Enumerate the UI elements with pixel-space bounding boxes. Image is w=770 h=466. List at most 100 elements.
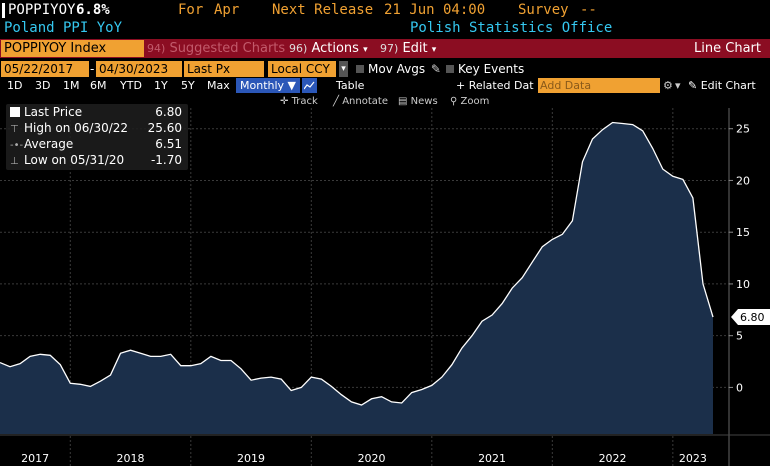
- x-tick-label: 2021: [478, 452, 506, 465]
- chart-series: [0, 121, 714, 434]
- survey-label: Survey: [518, 2, 569, 18]
- survey-value: --: [580, 2, 597, 18]
- crosshair-icon: ✛: [280, 96, 289, 107]
- y-tick-label: 15: [736, 226, 750, 239]
- suggested-charts-number: 94): [147, 42, 166, 55]
- news-icon: ▤: [398, 96, 408, 107]
- y-tick-label: 10: [736, 278, 750, 291]
- currency-select[interactable]: Local CCY: [268, 61, 336, 77]
- ticker-header: POPPIYOY 6.8% For Apr Next Release 21 Ju…: [0, 0, 770, 39]
- low-marker-icon: ⊥: [10, 156, 19, 167]
- settings-chevron-icon[interactable]: ▾: [675, 79, 681, 92]
- actions-menu[interactable]: 96) Actions ▾: [289, 39, 368, 58]
- track-button[interactable]: ✛ Track: [280, 95, 318, 108]
- frequency-select[interactable]: Monthly ▼: [236, 78, 301, 93]
- field-select[interactable]: Last Px: [184, 61, 264, 77]
- period-max[interactable]: Max: [207, 79, 230, 92]
- function-bar: POPPIYOY Index 94) Suggested Charts 96) …: [0, 39, 770, 58]
- x-tick-label: 2020: [358, 452, 386, 465]
- average-marker-icon: -•-: [10, 140, 24, 151]
- legend-high: ⊤ High on 06/30/22 25.60: [10, 121, 186, 136]
- actions-number: 96): [289, 42, 308, 55]
- legend-low: ⊥ Low on 05/31/20 -1.70: [10, 153, 186, 168]
- line-chart-icon[interactable]: [302, 78, 317, 93]
- pencil-icon: ✎: [430, 62, 441, 76]
- legend-average: -•-Average 6.51: [10, 137, 186, 152]
- end-date-input[interactable]: 04/30/2023: [96, 61, 182, 77]
- y-tick-label: 0: [736, 381, 743, 394]
- mov-avgs-label: Mov Avgs: [368, 62, 426, 76]
- edit-label: Edit: [402, 41, 428, 56]
- period-5y[interactable]: 5Y: [181, 79, 195, 92]
- x-tick-label: 2022: [599, 452, 627, 465]
- ticker-cursor: [2, 3, 5, 18]
- legend-high-value: 25.60: [147, 121, 182, 135]
- legend-high-label: High on 06/30/22: [24, 121, 129, 135]
- news-button[interactable]: ▤ News: [398, 95, 438, 108]
- suggested-charts-button[interactable]: 94) Suggested Charts: [147, 39, 285, 58]
- x-tick-label: 2017: [21, 452, 49, 465]
- annotate-icon: ╱: [333, 96, 340, 107]
- ticker-value: 6.8%: [76, 2, 110, 18]
- annotate-label: Annotate: [342, 96, 388, 107]
- next-release-date: 21 Jun 04:00: [384, 2, 486, 18]
- legend-last-price-label: Last Price: [24, 105, 83, 119]
- zoom-label: Zoom: [460, 96, 490, 107]
- related-data-button[interactable]: + Related Dat: [456, 79, 534, 92]
- track-label: Track: [291, 96, 318, 107]
- actions-chevron-icon: ▾: [363, 45, 368, 55]
- settings-gear-icon[interactable]: ⚙: [663, 79, 673, 92]
- edit-number: 97): [380, 42, 399, 55]
- x-tick-label: 2018: [117, 452, 145, 465]
- zoom-button[interactable]: ⚲ Zoom: [450, 95, 489, 108]
- series-swatch-icon: [10, 107, 20, 117]
- table-button[interactable]: Table: [336, 79, 365, 92]
- y-axis: 0 5 10 15 20 25 6.80: [728, 108, 770, 466]
- next-release-label: Next Release: [272, 2, 374, 18]
- zoom-icon: ⚲: [450, 96, 458, 107]
- period-1d[interactable]: 1D: [7, 79, 23, 92]
- series-area: [0, 122, 713, 434]
- security-name: Poland PPI YoY: [4, 20, 123, 36]
- annotate-button[interactable]: ╱ Annotate: [333, 95, 388, 108]
- mov-avgs-toggle[interactable]: Mov Avgs ✎: [356, 61, 441, 77]
- security-input[interactable]: POPPIYOY Index: [1, 40, 144, 57]
- frequency-label: Monthly: [240, 79, 285, 92]
- add-data-input[interactable]: Add Data: [538, 78, 660, 93]
- period-ytd[interactable]: YTD: [120, 79, 142, 92]
- legend-low-label: Low on 05/31/20: [24, 153, 125, 167]
- x-tick-label: 2023: [679, 452, 707, 465]
- news-label: News: [410, 96, 438, 107]
- series-line: [0, 121, 714, 406]
- chart-legend[interactable]: Last Price 6.80 ⊤ High on 06/30/22 25.60 …: [6, 104, 188, 170]
- edit-chart-button[interactable]: ✎ Edit Chart: [688, 78, 756, 93]
- period-1m[interactable]: 1M: [63, 79, 80, 92]
- key-events-toggle[interactable]: Key Events: [446, 61, 524, 77]
- legend-average-label: Average: [24, 137, 74, 151]
- last-value-label: 6.80: [740, 311, 765, 324]
- suggested-charts-label: Suggested Charts: [169, 41, 286, 56]
- frequency-chevron-icon: ▼: [287, 79, 297, 92]
- key-events-checkbox-icon: [446, 65, 454, 73]
- x-tick-label: 2019: [237, 452, 265, 465]
- edit-menu[interactable]: 97) Edit ▾: [380, 39, 436, 58]
- y-tick-label: 20: [736, 174, 750, 187]
- start-date-input[interactable]: 05/22/2017: [1, 61, 89, 77]
- high-marker-icon: ⊤: [10, 124, 19, 135]
- currency-dropdown-icon[interactable]: ▾: [339, 61, 348, 77]
- y-tick-label: 5: [736, 330, 743, 343]
- price-chart[interactable]: 0 5 10 15 20 25 6.80 2017 2018 2019 2020 2021 2022 2…: [0, 108, 770, 466]
- legend-low-value: -1.70: [150, 153, 182, 167]
- period-3d[interactable]: 3D: [35, 79, 51, 92]
- y-tick-label: 25: [736, 123, 750, 136]
- date-separator: -: [90, 62, 95, 76]
- legend-last-price-value: 6.80: [155, 105, 182, 119]
- period-1y[interactable]: 1Y: [154, 79, 168, 92]
- ticker-symbol[interactable]: POPPIYOY: [8, 2, 76, 18]
- period-value: Apr: [214, 2, 240, 18]
- last-value-badge: [731, 309, 770, 326]
- legend-last-price: Last Price 6.80: [10, 105, 186, 120]
- mov-avgs-checkbox-icon: [356, 65, 364, 73]
- chart-type-label[interactable]: Line Chart: [694, 41, 761, 56]
- period-6m[interactable]: 6M: [90, 79, 107, 92]
